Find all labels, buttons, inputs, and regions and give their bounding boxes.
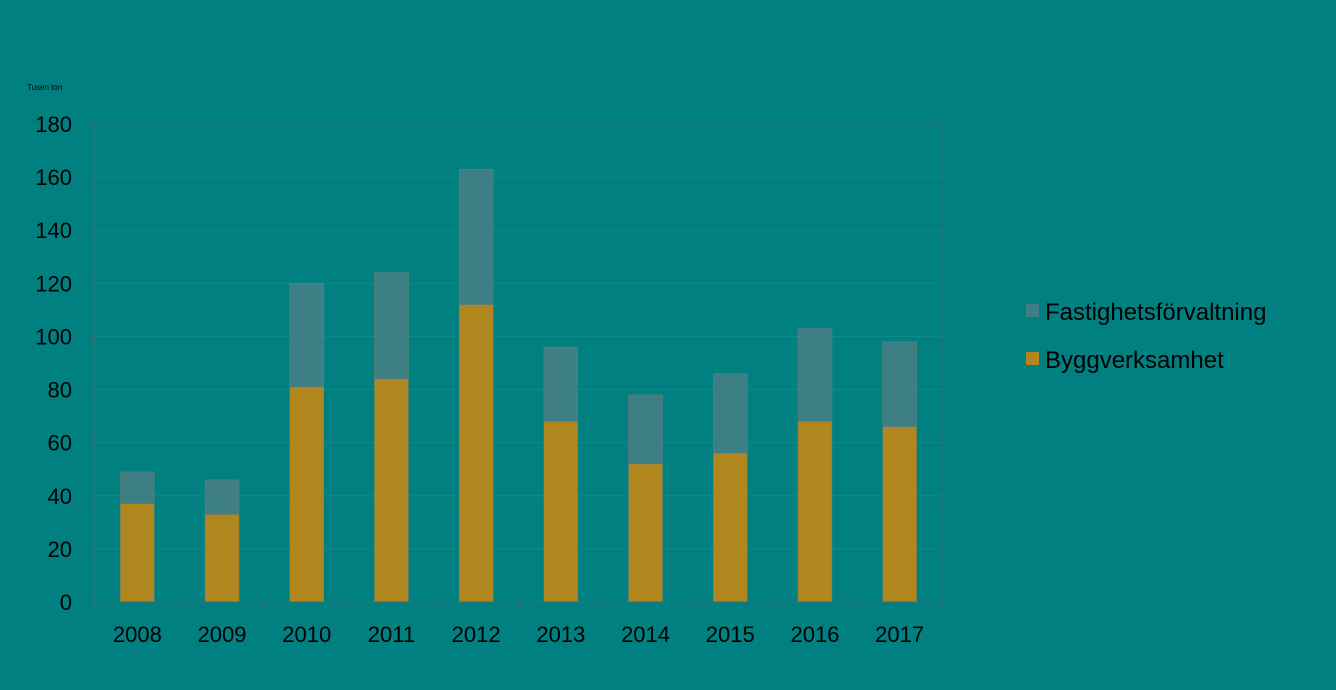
bar-segment-byggverksamhet	[628, 463, 663, 603]
bar-segment-byggverksamhet	[204, 514, 240, 603]
y-tick-label: 180	[35, 112, 72, 137]
x-tick-label: 2009	[198, 622, 247, 647]
axes: 0 20 40 60 80 100 120 140 160 180 2008 2009 2010 2011…	[35, 112, 943, 647]
x-tick-label: 2016	[790, 622, 839, 647]
y-tick-label: 120	[35, 271, 72, 296]
y-tick-label: 140	[35, 218, 72, 243]
bar-segment-fastighetsforvaltning	[713, 373, 748, 454]
bars	[120, 168, 917, 603]
y-tick-label: 80	[48, 378, 72, 403]
y-tick-label: 160	[35, 165, 72, 190]
y-axis-label: Tusen ton	[27, 83, 62, 92]
legend-label-byggverksamhet: Byggverksamhet	[1045, 347, 1224, 374]
x-tick-label: 2013	[536, 622, 585, 647]
bar-segment-fastighetsforvaltning	[628, 394, 663, 465]
legend-swatch-fastighetsforvaltning	[1026, 304, 1039, 317]
bar-segment-fastighetsforvaltning	[289, 283, 324, 388]
bar-segment-byggverksamhet	[458, 304, 494, 603]
bar-segment-fastighetsforvaltning	[120, 471, 155, 504]
x-tick-label: 2012	[452, 622, 501, 647]
legend-swatch-byggverksamhet	[1026, 352, 1039, 365]
x-tick-label: 2011	[368, 622, 415, 647]
legend-label-fastighetsforvaltning: Fastighetsförvaltning	[1045, 299, 1266, 326]
bar-segment-fastighetsforvaltning	[797, 328, 833, 422]
bar-segment-fastighetsforvaltning	[543, 346, 579, 422]
x-tick-label: 2008	[113, 622, 162, 647]
x-tick-label: 2017	[875, 622, 924, 647]
bar-segment-byggverksamhet	[713, 453, 748, 603]
bar-segment-byggverksamhet	[120, 503, 155, 603]
x-tick-label: 2010	[282, 622, 331, 647]
x-tick-label: 2014	[621, 622, 670, 647]
x-tick-label: 2015	[706, 622, 755, 647]
bar-segment-byggverksamhet	[289, 386, 324, 603]
bar-segment-byggverksamhet	[543, 421, 579, 603]
legend: Fastighetsförvaltning Byggverksamhet	[1026, 299, 1266, 374]
y-tick-label: 0	[60, 590, 72, 615]
y-tick-label: 100	[35, 324, 72, 349]
bar-segment-fastighetsforvaltning	[204, 479, 240, 515]
bar-segment-fastighetsforvaltning	[458, 168, 494, 305]
y-tick-label: 20	[48, 537, 72, 562]
bar-segment-byggverksamhet	[882, 426, 917, 603]
bar-segment-fastighetsforvaltning	[374, 272, 409, 380]
bar-segment-byggverksamhet	[374, 378, 409, 603]
bar-segment-fastighetsforvaltning	[882, 341, 917, 427]
y-tick-label: 60	[48, 431, 72, 456]
bar-segment-byggverksamhet	[797, 421, 833, 603]
y-tick-label: 40	[48, 484, 72, 509]
